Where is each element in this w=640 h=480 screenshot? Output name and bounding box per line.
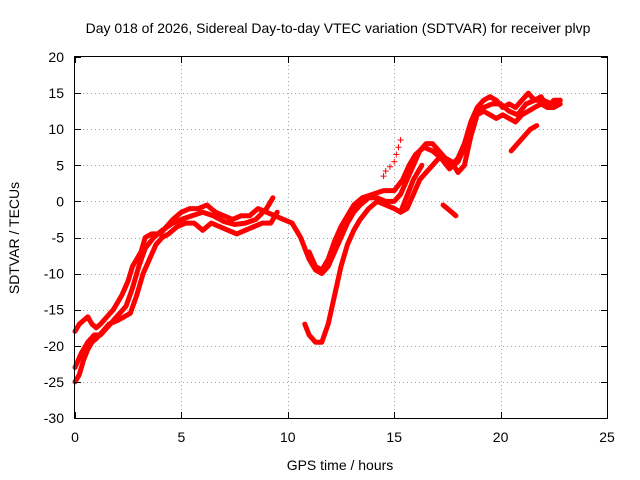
series-fragment-1: [440, 202, 459, 219]
series-mid-branch: [306, 97, 563, 273]
x-tick-label: 25: [599, 429, 615, 445]
plus-marker: [393, 151, 400, 158]
series-evening-branch: [302, 101, 563, 345]
y-tick-label: 15: [48, 85, 64, 101]
y-tick-label: 5: [56, 157, 64, 173]
y-tick-label: -10: [44, 266, 64, 282]
plus-marker: [382, 168, 389, 175]
y-tick-label: -5: [52, 230, 65, 246]
y-tick-label: -25: [44, 374, 64, 390]
plus-marker: [395, 144, 402, 151]
x-tick-label: 20: [493, 429, 509, 445]
x-tick-label: 10: [280, 429, 296, 445]
series-main: [72, 90, 563, 334]
plus-marker: [397, 137, 404, 144]
y-tick-label: -30: [44, 410, 64, 426]
x-tick-label: 5: [178, 429, 186, 445]
chart-title: Day 018 of 2026, Sidereal Day-to-day VTE…: [86, 20, 591, 36]
y-axis-label: SDTVAR / TECUs: [6, 182, 22, 294]
plus-marker: [386, 163, 393, 170]
series-secondary: [72, 209, 280, 385]
plot-area: [72, 90, 563, 385]
plus-marker: [391, 158, 398, 165]
x-axis-label: GPS time / hours: [287, 457, 394, 473]
y-tick-label: 0: [56, 193, 64, 209]
series-fragment-3: [398, 162, 425, 215]
y-tick-label: 20: [48, 49, 64, 65]
y-tick-label: 10: [48, 121, 64, 137]
plot-frame: [74, 56, 608, 419]
y-tick-label: -15: [44, 302, 64, 318]
x-tick-label: 0: [71, 429, 79, 445]
series-fragment-2: [508, 123, 540, 154]
axis-ticks: 0 5 10 15 20 25 -30 -25 -20 -15 -10 -5 0 5 10 15 20: [44, 49, 615, 445]
plus-marker: [380, 173, 387, 180]
x-tick-label: 15: [386, 429, 402, 445]
y-tick-label: -20: [44, 338, 64, 354]
series-lower-branch: [72, 195, 276, 370]
